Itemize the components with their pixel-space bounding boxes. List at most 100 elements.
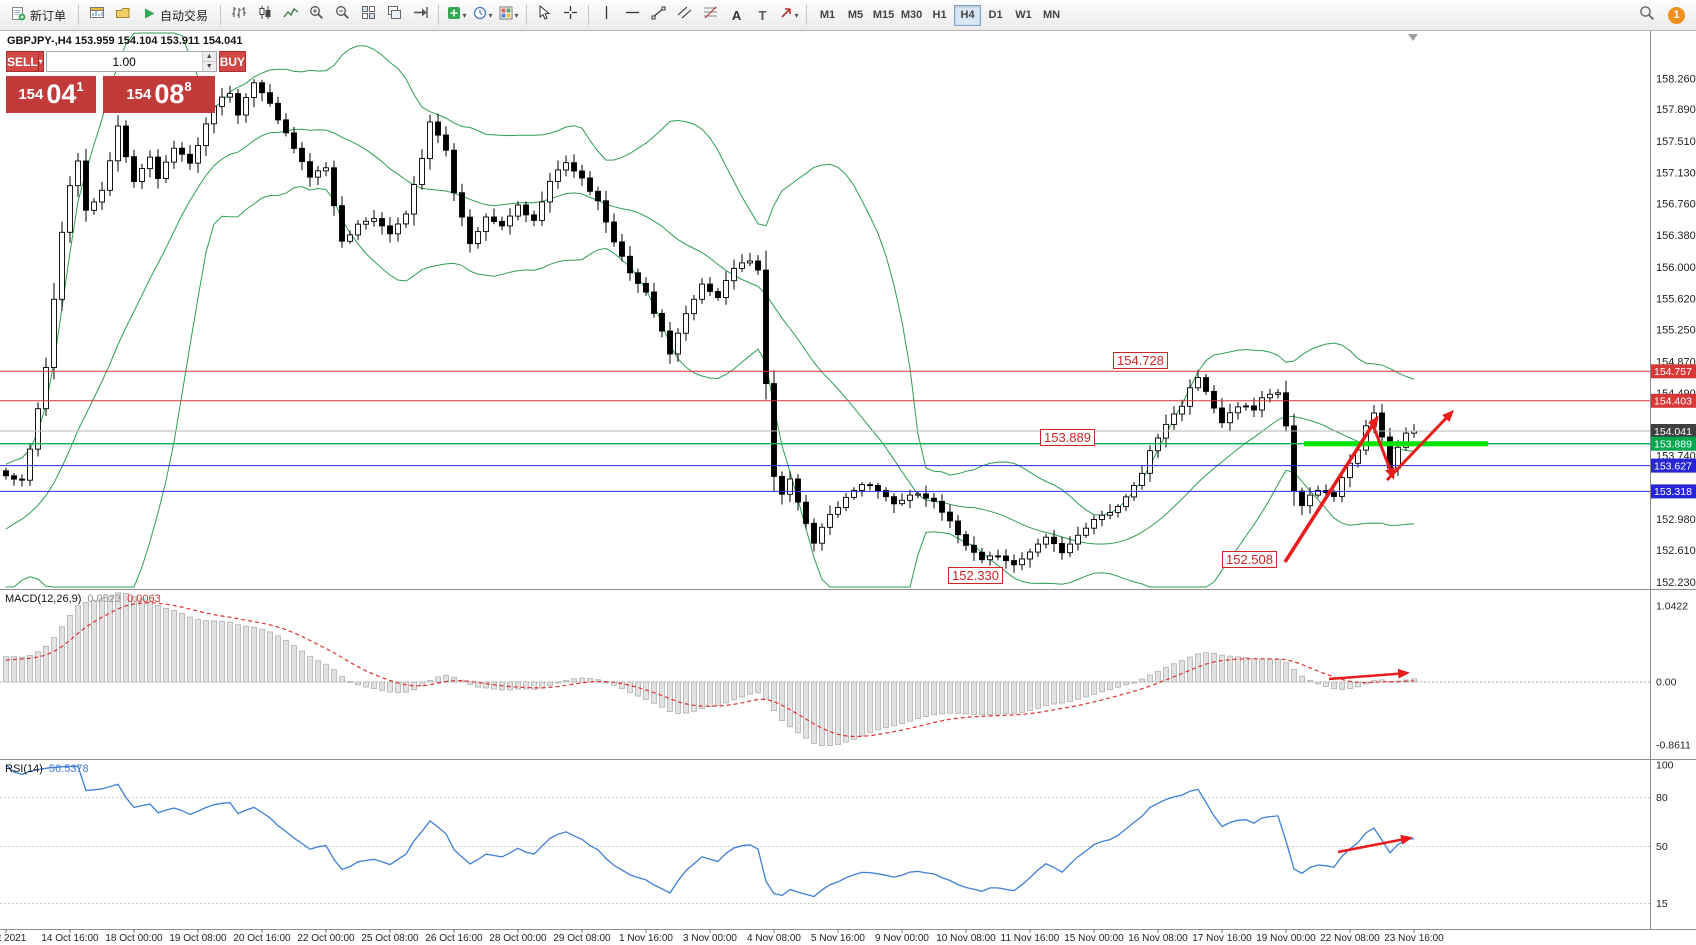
trendline-button[interactable] <box>646 4 671 27</box>
svg-text:3 Nov 00:00: 3 Nov 00:00 <box>683 933 737 944</box>
toolbar-divider <box>806 5 808 25</box>
timeframe-toolbar: M1 M5 M15 M30 H1 H4 D1 W1 MN <box>814 4 1065 26</box>
new-chart-icon <box>89 5 105 25</box>
rsi-line <box>0 764 1650 904</box>
sell-button[interactable]: SELL <box>6 51 38 72</box>
svg-text:153.318: 153.318 <box>1654 486 1692 498</box>
panel-separators[interactable] <box>0 589 1696 930</box>
timeframe-m1-button[interactable]: M1 <box>819 9 836 21</box>
timeframe-h1-button[interactable]: H1 <box>932 9 947 21</box>
buy-button[interactable]: BUY <box>218 51 247 72</box>
volume-input[interactable] <box>46 52 202 71</box>
svg-text:10 Nov 08:00: 10 Nov 08:00 <box>936 933 996 944</box>
fibonacci-button[interactable] <box>698 4 723 27</box>
rsi-name: RSI(14) <box>5 763 43 775</box>
svg-text:80: 80 <box>1656 792 1668 804</box>
svg-text:20 Oct 16:00: 20 Oct 16:00 <box>233 933 291 944</box>
crosshair-button[interactable] <box>558 4 583 27</box>
auto-trading-button[interactable]: 自动交易 <box>136 4 215 27</box>
buy-price-big-figure: 154 <box>126 86 152 103</box>
toolbar-divider <box>526 5 528 25</box>
macd-label[interactable]: MACD(12,26,9) 0.0523 0.0063 <box>5 593 161 605</box>
chevron-down-icon: ▾ <box>514 10 519 20</box>
vertical-line-button[interactable] <box>594 4 619 27</box>
new-order-label: 新订单 <box>30 8 67 23</box>
timeframe-w1-button[interactable]: W1 <box>1015 9 1032 21</box>
svg-text:157.130: 157.130 <box>1656 168 1696 180</box>
svg-text:1.0422: 1.0422 <box>1656 601 1688 613</box>
chart-shift-icon <box>413 6 428 24</box>
sell-price-display[interactable]: 154 04 1 <box>6 76 96 113</box>
profiles-folder-icon <box>115 6 131 25</box>
indicators-button[interactable]: ▾ <box>444 4 469 27</box>
clock-icon <box>473 6 487 25</box>
svg-text:11 Nov 16:00: 11 Nov 16:00 <box>1001 933 1060 944</box>
rsi-label[interactable]: RSI(14) 56.5378 <box>5 763 89 775</box>
svg-text:28 Oct 00:00: 28 Oct 00:00 <box>489 933 547 944</box>
buy-price-display[interactable]: 154 08 8 <box>103 76 215 113</box>
cursor-button[interactable] <box>532 4 557 27</box>
cursor-icon <box>538 4 551 25</box>
zoom-in-button[interactable] <box>304 4 329 27</box>
new-order-button[interactable]: 新订单 <box>4 4 73 27</box>
channel-button[interactable] <box>672 4 697 27</box>
time-axis[interactable]: Oct 2021 14 Oct 16:00 18 Oct 00:00 19 Oct 0… <box>0 929 1444 944</box>
new-chart-button[interactable] <box>84 4 109 27</box>
templates-button[interactable]: ▾ <box>496 4 521 27</box>
cascade-windows-button[interactable] <box>382 4 407 27</box>
svg-text:16 Nov 08:00: 16 Nov 08:00 <box>1128 933 1188 944</box>
line-chart-button[interactable] <box>278 4 303 27</box>
svg-text:156.760: 156.760 <box>1656 199 1696 211</box>
zoom-out-button[interactable] <box>330 4 355 27</box>
volume-down-button[interactable]: ▼ <box>202 62 216 71</box>
text-button[interactable]: A <box>724 4 749 27</box>
price-callout[interactable]: 154.728 <box>1113 352 1168 369</box>
arrows-tool-button[interactable]: ▾ <box>776 4 801 27</box>
sell-dropdown-button[interactable]: ▾ <box>37 51 44 72</box>
price-callout[interactable]: 153.889 <box>1040 429 1095 446</box>
fibonacci-icon <box>703 5 718 25</box>
timeframe-m30-button[interactable]: M30 <box>900 9 923 21</box>
price-axis[interactable]: 158.260 157.890 157.510 157.130 156.760 156.3… <box>1650 31 1696 929</box>
search-icon <box>1639 5 1655 26</box>
ohlc-bars-icon <box>231 5 247 25</box>
vertical-line-icon <box>600 5 613 25</box>
svg-text:17 Nov 16:00: 17 Nov 16:00 <box>1192 933 1252 944</box>
search-button[interactable] <box>1634 4 1659 27</box>
tile-windows-button[interactable] <box>356 4 381 27</box>
svg-text:-0.8611: -0.8611 <box>1656 739 1691 751</box>
buy-price-pips: 08 <box>154 79 185 109</box>
timeframe-mn-button[interactable]: MN <box>1042 9 1061 21</box>
profiles-button[interactable] <box>110 4 135 27</box>
timeframe-d1-button[interactable]: D1 <box>988 9 1003 21</box>
timeframe-m15-button[interactable]: M15 <box>872 9 895 21</box>
svg-text:19 Oct 08:00: 19 Oct 08:00 <box>169 933 227 944</box>
text-icon: A <box>731 7 742 23</box>
svg-text:154.757: 154.757 <box>1654 366 1692 378</box>
volume-up-button[interactable]: ▲ <box>202 52 216 62</box>
svg-text:1 Nov 16:00: 1 Nov 16:00 <box>619 933 673 944</box>
chart-shift-button[interactable] <box>408 4 433 27</box>
chart-shift-marker[interactable] <box>1408 34 1418 41</box>
horizontal-line-button[interactable] <box>620 4 645 27</box>
notification-badge[interactable]: 1 <box>1668 6 1685 24</box>
macd-signal-line <box>5 602 1415 738</box>
trade-panel-prices: 154 04 1 154 08 8 <box>6 76 220 113</box>
timeframe-m5-button[interactable]: M5 <box>847 9 864 21</box>
svg-text:26 Oct 16:00: 26 Oct 16:00 <box>425 933 483 944</box>
timeframe-h4-button[interactable]: H4 <box>954 4 982 26</box>
price-callout[interactable]: 152.508 <box>1222 551 1277 568</box>
periods-button[interactable]: ▾ <box>470 4 495 27</box>
svg-text:29 Oct 08:00: 29 Oct 08:00 <box>553 933 611 944</box>
horizontal-line-objects[interactable] <box>0 370 1650 492</box>
candlestick-chart-button[interactable] <box>252 4 277 27</box>
bar-chart-button[interactable] <box>226 4 251 27</box>
text-label-button[interactable]: T <box>750 4 775 27</box>
svg-text:14 Oct 16:00: 14 Oct 16:00 <box>41 933 99 944</box>
svg-text:158.260: 158.260 <box>1656 73 1696 85</box>
trend-arrows[interactable] <box>1283 409 1455 854</box>
price-callout[interactable]: 152.330 <box>948 567 1003 584</box>
svg-text:18 Oct 00:00: 18 Oct 00:00 <box>105 933 163 944</box>
